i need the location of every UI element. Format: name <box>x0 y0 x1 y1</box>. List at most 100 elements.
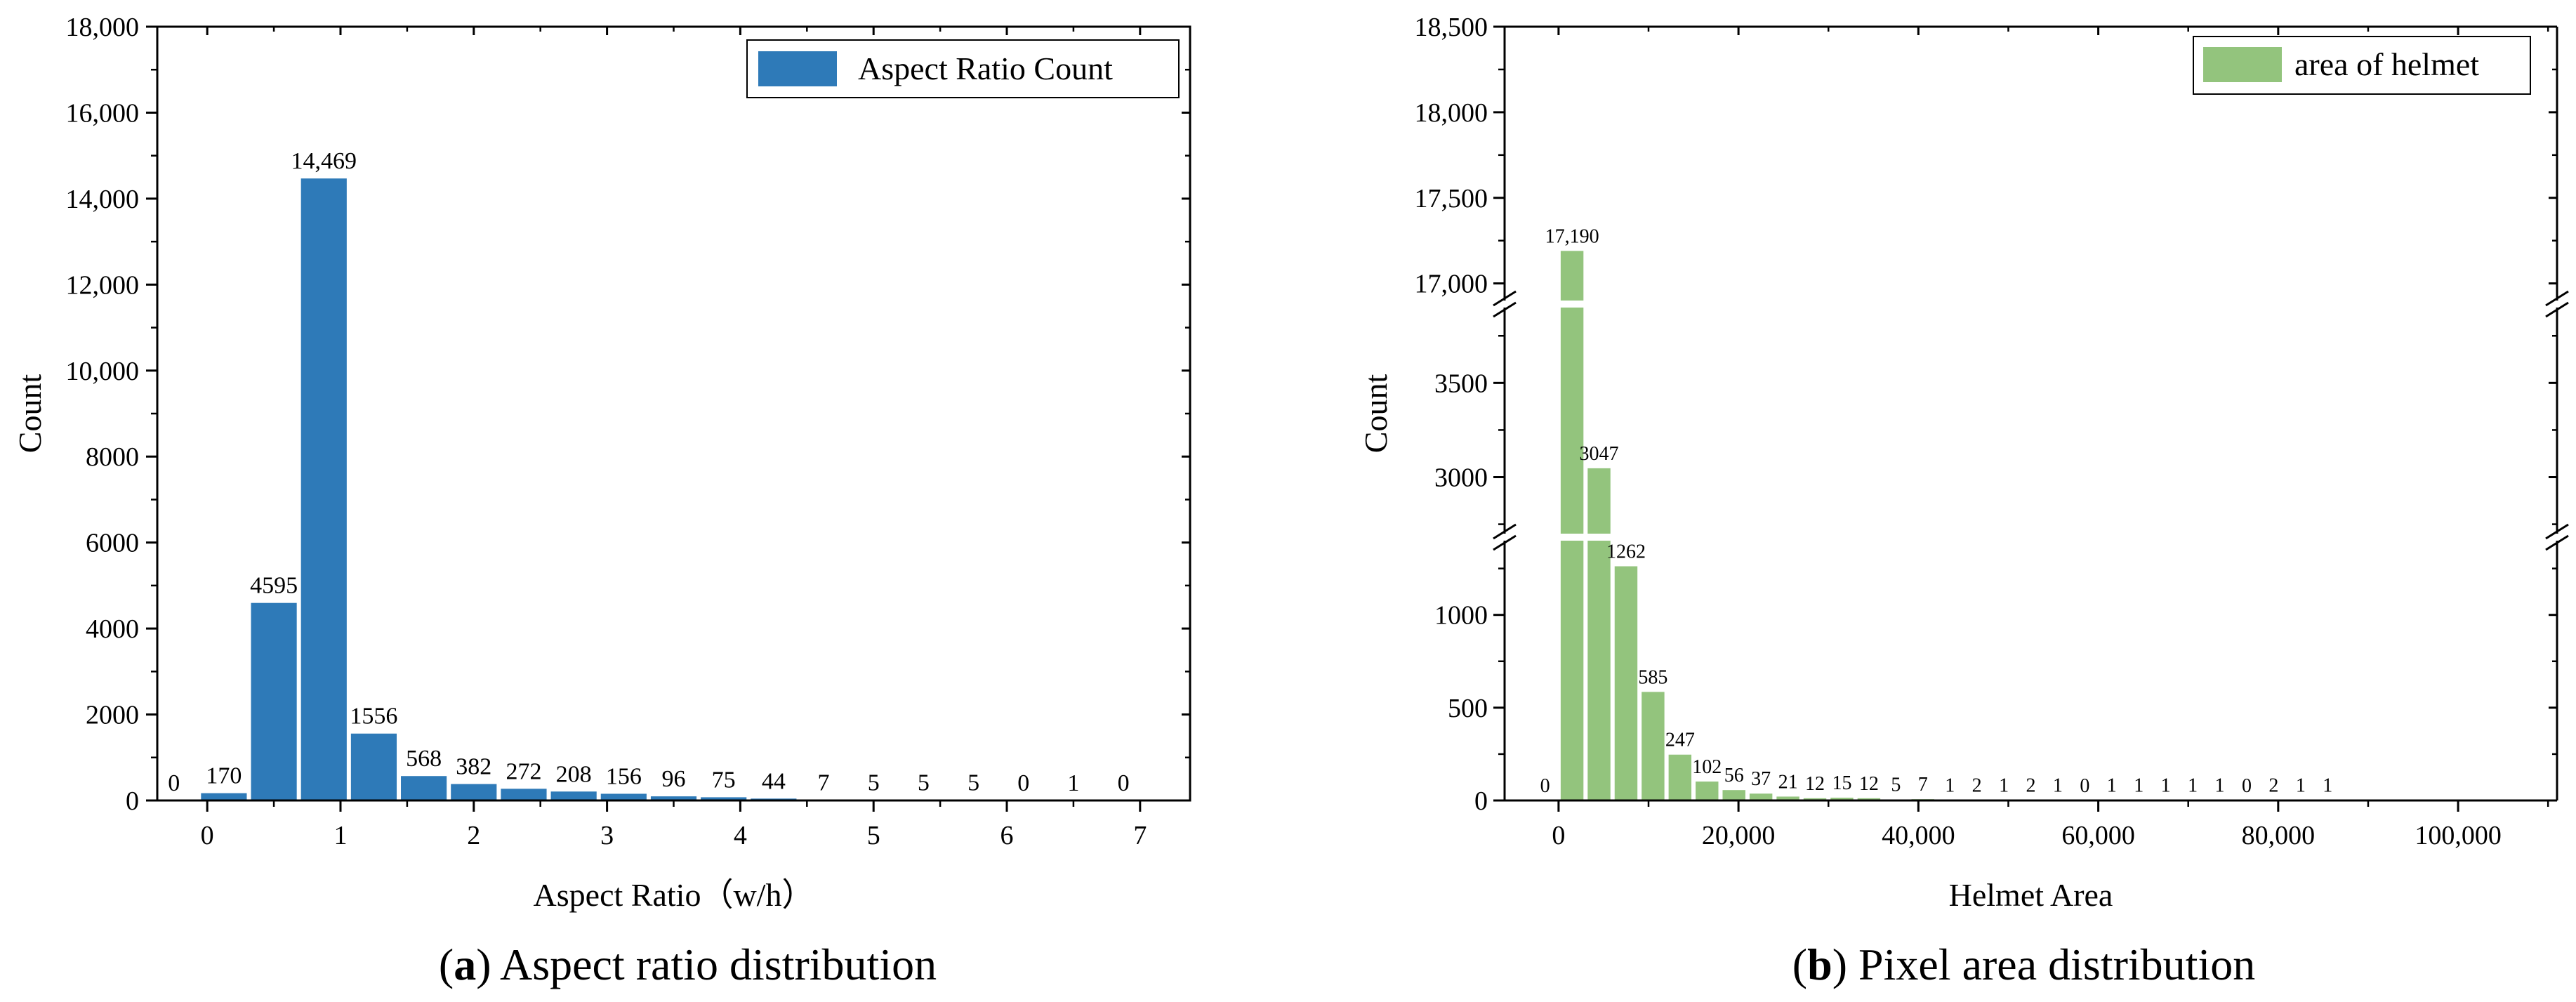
data-label: 15 <box>1832 772 1851 794</box>
bar <box>1560 308 1584 534</box>
x-tick-label: 20,000 <box>1702 821 1776 850</box>
x-tick-label: 60,000 <box>2061 821 2135 850</box>
data-label: 0 <box>1017 770 1029 796</box>
data-label: 1 <box>2215 775 2225 797</box>
y-tick-label: 3500 <box>1434 369 1488 398</box>
y-tick-label: 14,000 <box>66 185 140 214</box>
bar <box>1857 798 1881 800</box>
data-label: 1 <box>1945 775 1955 797</box>
x-axis-label: Aspect Ratio（w/h） <box>534 877 814 913</box>
y-tick-label: 4000 <box>86 614 139 644</box>
data-label: 4595 <box>250 573 298 599</box>
data-label: 1 <box>2134 775 2144 797</box>
panel-label: b <box>1807 940 1832 989</box>
x-tick-label: 80,000 <box>2242 821 2316 850</box>
x-tick-label: 0 <box>1552 821 1565 850</box>
axis-break-mark <box>1493 523 1517 540</box>
y-tick-label: 12,000 <box>66 270 140 300</box>
data-label: 0 <box>2080 775 2089 797</box>
data-label: 208 <box>556 761 592 787</box>
bar <box>1803 798 1827 800</box>
data-label: 170 <box>206 763 242 789</box>
axis-break-mark <box>2545 523 2569 540</box>
data-label: 1 <box>2107 775 2117 797</box>
legend-label: Aspect Ratio Count <box>858 51 1113 86</box>
x-tick-label: 4 <box>734 821 747 850</box>
data-label: 56 <box>1724 765 1744 786</box>
data-label: 7 <box>818 770 830 796</box>
axis-break-mark <box>2545 534 2569 551</box>
legend-swatch <box>2203 47 2282 82</box>
data-label: 5 <box>967 770 979 796</box>
data-label: 1 <box>2188 775 2198 797</box>
y-tick-label: 2000 <box>86 701 139 730</box>
axis-break-mark <box>2545 301 2569 318</box>
bar <box>1560 541 1584 800</box>
x-tick-label: 0 <box>201 821 214 850</box>
bar <box>401 776 447 800</box>
data-label: 1 <box>2053 775 2063 797</box>
data-label: 5 <box>868 770 880 796</box>
data-label: 2 <box>1972 774 1982 796</box>
data-label: 7 <box>1918 774 1928 796</box>
data-label: 156 <box>606 763 642 789</box>
y-tick-label: 17,000 <box>1415 270 1488 299</box>
y-tick-label: 10,000 <box>66 357 140 386</box>
data-label: 1 <box>1067 770 1079 796</box>
bar <box>1668 754 1692 800</box>
data-label: 44 <box>762 768 786 794</box>
axis-break-mark <box>1493 301 1517 318</box>
data-label: 0 <box>2242 775 2252 797</box>
bar <box>701 797 747 800</box>
bar <box>1642 692 1665 800</box>
data-label: 0 <box>168 770 180 796</box>
y-tick-label: 500 <box>1448 694 1488 723</box>
data-label: 247 <box>1665 730 1695 751</box>
data-label: 96 <box>662 766 686 792</box>
bar <box>1587 541 1611 800</box>
data-label: 14,469 <box>291 148 357 174</box>
data-label: 5 <box>918 770 930 796</box>
data-label: 272 <box>506 758 541 784</box>
data-label: 21 <box>1778 771 1798 793</box>
bar <box>300 178 347 800</box>
x-tick-label: 2 <box>467 821 480 850</box>
data-label: 585 <box>1638 666 1667 688</box>
data-label: 568 <box>406 746 442 772</box>
data-label: 37 <box>1751 768 1771 790</box>
bar <box>1749 793 1773 800</box>
bar <box>451 784 497 800</box>
data-label: 17,190 <box>1545 225 1599 247</box>
y-tick-label: 8000 <box>86 442 139 472</box>
bar <box>1776 796 1799 800</box>
bar <box>1696 782 1719 800</box>
bar <box>501 789 547 800</box>
y-axis-label: Count <box>1358 374 1394 454</box>
y-tick-label: 18,000 <box>1415 98 1488 128</box>
data-label: 1556 <box>350 704 397 730</box>
y-tick-label: 18,000 <box>66 13 140 42</box>
data-label: 2 <box>2268 774 2278 796</box>
data-label: 12 <box>1859 773 1879 795</box>
x-axis-label: Helmet Area <box>1949 877 2113 913</box>
y-tick-label: 0 <box>126 786 139 816</box>
y-tick-label: 0 <box>1474 786 1488 816</box>
data-label: 0 <box>1540 775 1550 797</box>
data-label: 1 <box>1999 775 2009 797</box>
data-label: 1 <box>2323 775 2332 797</box>
bar <box>201 793 247 800</box>
x-tick-label: 40,000 <box>1882 821 1955 850</box>
data-label: 12 <box>1805 773 1825 795</box>
bar <box>1560 251 1584 301</box>
x-tick-label: 100,000 <box>2415 821 2502 850</box>
caption-a: (a) Aspect ratio distribution <box>439 940 937 989</box>
legend-swatch <box>758 51 837 86</box>
bar <box>550 791 597 800</box>
x-tick-label: 6 <box>1000 821 1014 850</box>
bar <box>1722 790 1745 800</box>
x-tick-label: 3 <box>600 821 614 850</box>
data-label: 102 <box>1692 756 1722 778</box>
bar <box>251 602 297 800</box>
